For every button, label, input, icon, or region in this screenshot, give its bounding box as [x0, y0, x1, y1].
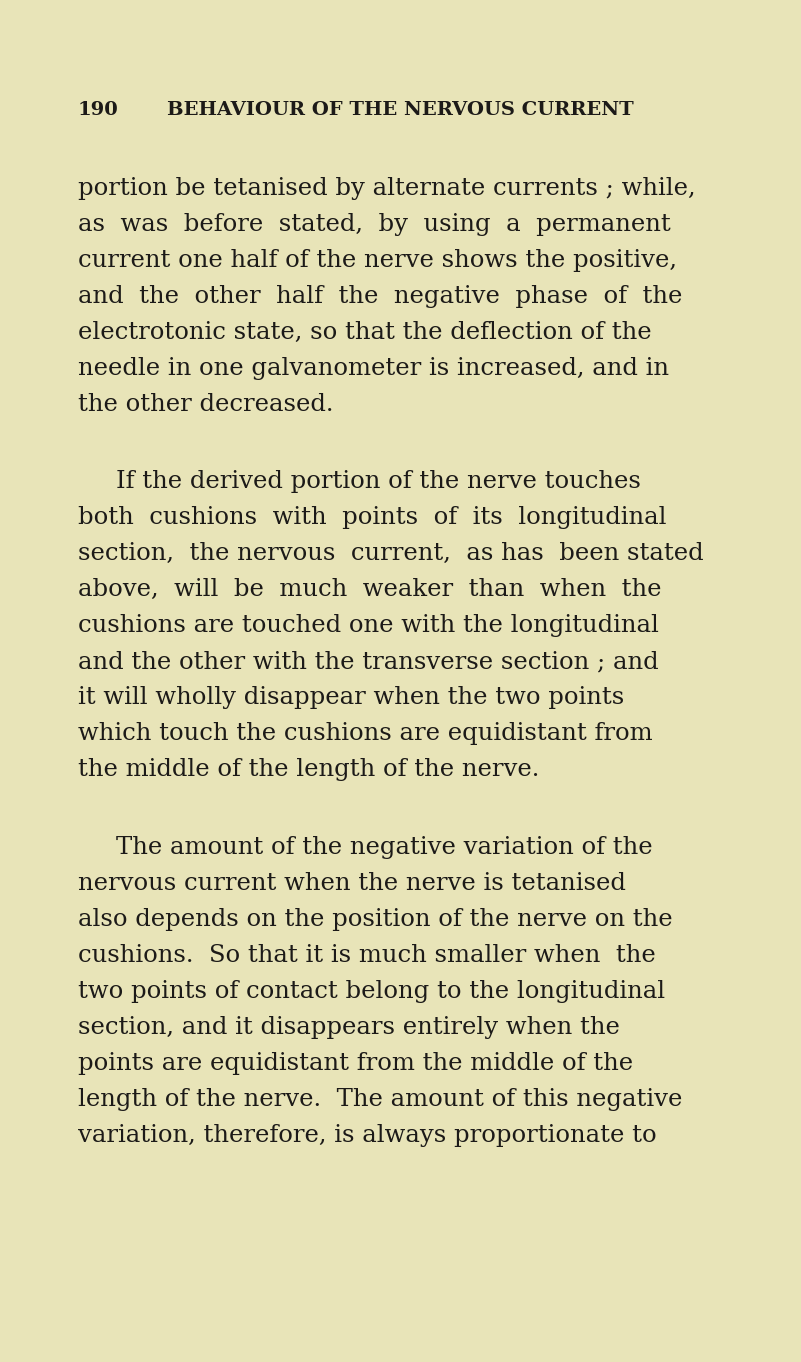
- Text: The amount of the negative variation of the: The amount of the negative variation of …: [116, 836, 653, 859]
- Text: variation, therefore, is always proportionate to: variation, therefore, is always proporti…: [78, 1124, 657, 1147]
- Text: needle in one galvanometer is increased, and in: needle in one galvanometer is increased,…: [78, 357, 669, 380]
- Text: If the derived portion of the nerve touches: If the derived portion of the nerve touc…: [116, 470, 641, 493]
- Text: both  cushions  with  points  of  its  longitudinal: both cushions with points of its longitu…: [78, 507, 666, 530]
- Text: cushions.  So that it is much smaller when  the: cushions. So that it is much smaller whe…: [78, 944, 656, 967]
- Text: points are equidistant from the middle of the: points are equidistant from the middle o…: [78, 1051, 633, 1075]
- Text: current one half of the nerve shows the positive,: current one half of the nerve shows the …: [78, 249, 677, 272]
- Text: electrotonic state, so that the deflection of the: electrotonic state, so that the deflecti…: [78, 321, 652, 345]
- Text: the middle of the length of the nerve.: the middle of the length of the nerve.: [78, 759, 539, 782]
- Text: portion be tetanised by alternate currents ; while,: portion be tetanised by alternate curren…: [78, 177, 695, 200]
- Text: section, and it disappears entirely when the: section, and it disappears entirely when…: [78, 1016, 620, 1039]
- Text: which touch the cushions are equidistant from: which touch the cushions are equidistant…: [78, 722, 653, 745]
- Text: above,  will  be  much  weaker  than  when  the: above, will be much weaker than when the: [78, 579, 662, 602]
- Text: as  was  before  stated,  by  using  a  permanent: as was before stated, by using a permane…: [78, 212, 670, 236]
- Text: the other decreased.: the other decreased.: [78, 394, 333, 415]
- Text: two points of contact belong to the longitudinal: two points of contact belong to the long…: [78, 979, 665, 1002]
- Text: it will wholly disappear when the two points: it will wholly disappear when the two po…: [78, 686, 624, 710]
- Text: also depends on the position of the nerve on the: also depends on the position of the nerv…: [78, 908, 673, 930]
- Text: 190: 190: [78, 101, 119, 118]
- Text: cushions are touched one with the longitudinal: cushions are touched one with the longit…: [78, 614, 659, 637]
- Text: section,  the nervous  current,  as has  been stated: section, the nervous current, as has bee…: [78, 542, 703, 565]
- Text: and  the  other  half  the  negative  phase  of  the: and the other half the negative phase of…: [78, 285, 682, 308]
- Text: length of the nerve.  The amount of this negative: length of the nerve. The amount of this …: [78, 1088, 682, 1111]
- Text: nervous current when the nerve is tetanised: nervous current when the nerve is tetani…: [78, 872, 626, 895]
- Text: BEHAVIOUR OF THE NERVOUS CURRENT: BEHAVIOUR OF THE NERVOUS CURRENT: [167, 101, 634, 118]
- Text: and the other with the transverse section ; and: and the other with the transverse sectio…: [78, 651, 658, 673]
